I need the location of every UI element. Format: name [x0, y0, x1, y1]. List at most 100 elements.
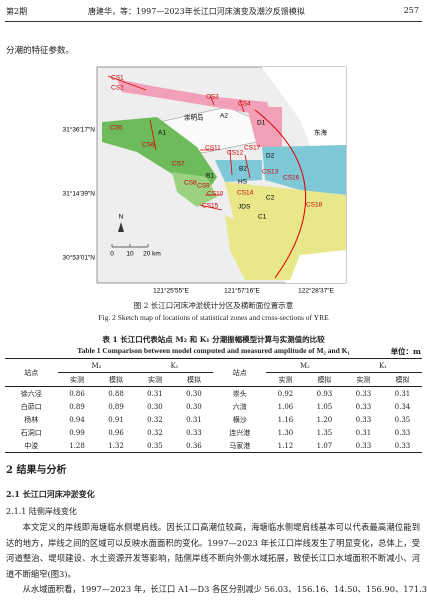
zone-d1	[247, 107, 282, 147]
section-title: 2 结果与分析	[6, 465, 67, 476]
zone-b1	[172, 172, 217, 207]
header-cell: 站点	[232, 368, 247, 377]
lon-label: 122°28′37″E	[298, 287, 334, 295]
table-row: 杨林 0.94 0.91 0.32 0.31 横沙 1.16 1.20 0.33 0.35	[5, 413, 422, 426]
table-cell: 1.05	[316, 402, 333, 411]
section-label: CS17	[244, 145, 261, 152]
north-label: N	[119, 214, 124, 221]
table-cell: 马家港	[229, 441, 251, 450]
zone-label: D1	[257, 120, 266, 127]
table-cell: 1.06	[277, 402, 294, 411]
section-label: CS2	[111, 85, 124, 92]
table-cell: 0.31	[394, 389, 411, 398]
table-cell: 六滧	[232, 402, 247, 411]
header-cell: 实测	[356, 375, 371, 384]
section-label: CS18	[306, 202, 323, 209]
lat-label: 31°14′39″N	[62, 190, 95, 198]
section-label: CS4	[238, 101, 251, 108]
table-cell: 0.86	[69, 389, 85, 398]
table-cell: 1.07	[316, 441, 333, 450]
table-cell: 0.31	[147, 389, 163, 398]
section-label: CS1	[111, 75, 124, 82]
issue: 第2期	[6, 7, 28, 16]
zone-label: C2	[266, 195, 275, 202]
section-label: CS8	[184, 180, 197, 187]
lat-label: 31°36′17″N	[62, 126, 95, 134]
table-cell: 中浚	[24, 441, 39, 450]
table-cell: 0.33	[355, 415, 372, 424]
zone-label: B1	[206, 173, 214, 180]
table-cell: 0.30	[186, 389, 202, 398]
table-cell: 0.33	[355, 402, 372, 411]
table-cell: 0.35	[394, 415, 411, 424]
table-cell: 0.30	[186, 402, 202, 411]
section-label: CS16	[283, 175, 300, 182]
subsection-title: 2.1 长江口河床冲淤变化	[6, 489, 95, 499]
table-cell: 连兴港	[229, 428, 251, 437]
zone-a2	[117, 79, 272, 117]
table-cell: 石洞口	[20, 428, 42, 437]
table-row: 中浚 1.28 1.32 0.35 0.36 马家港 1.12 1.07 0.33 0.33	[5, 439, 422, 453]
figure-caption: 图 2 长江口河床冲淤统计分区及横断面位置示意	[133, 301, 294, 310]
section-label: CS12	[227, 150, 244, 157]
header-cell: 站点	[24, 368, 39, 377]
section-label: CS11	[205, 145, 221, 152]
table-wrap: 站点 M₂ K₁ 站点 M₂ K₁ 实测 模拟 实测 模拟 实测 模拟 实测 模拟 徐六泾 0.86 0.88 0…	[5, 358, 422, 453]
table-cell: 横沙	[232, 415, 247, 424]
place-label: 崇明岛	[184, 113, 204, 122]
subsubsection-title: 2.1.1 陆侧岸线变化	[6, 507, 77, 516]
table-cell: 1.20	[316, 415, 333, 424]
table-cell: 1.12	[277, 441, 294, 450]
section-label: CS15	[202, 203, 219, 210]
zone-c1	[225, 215, 300, 280]
table-cell: 0.33	[355, 389, 372, 398]
table-cell: 1.28	[69, 441, 85, 450]
table-cell: 1.16	[277, 415, 294, 424]
table-cell: 0.89	[69, 402, 85, 411]
north-arrow	[118, 222, 124, 232]
table-cell: 徐六泾	[20, 389, 42, 398]
table-cell: 0.99	[69, 428, 85, 437]
intro-line: 分潮的特征参数。	[6, 46, 75, 56]
zone-label: D2	[266, 153, 275, 160]
table-cell: 0.30	[147, 402, 163, 411]
section-label: CS10	[207, 191, 224, 198]
table-cell: 0.33	[355, 441, 372, 450]
lon-label: 121°57′16″E	[224, 287, 260, 295]
scale-label: 20 km	[143, 251, 161, 258]
zone-label: A2	[220, 113, 228, 120]
table-cell: 0.92	[277, 389, 294, 398]
section-label: CS14	[237, 190, 254, 197]
zone-label: B2	[239, 166, 247, 173]
table-cell: 0.35	[147, 441, 163, 450]
table-cell: 0.32	[147, 415, 163, 424]
section-line	[107, 75, 147, 91]
table-cell: 0.88	[108, 389, 124, 398]
header-row: 站点 M₂ K₁ 站点 M₂ K₁	[5, 358, 422, 377]
header-cell: M₂	[265, 358, 344, 373]
lat-label: 30°53′01″N	[62, 254, 95, 262]
header-cell: 模拟	[395, 375, 410, 384]
section-line	[149, 94, 251, 211]
header-cell: 模拟	[108, 375, 123, 384]
scale-bar	[111, 244, 149, 248]
header-cell: 实测	[70, 375, 84, 384]
page-number: 257	[403, 6, 419, 15]
table-cell: 0.89	[108, 402, 124, 411]
zone-label: A1	[158, 130, 166, 137]
table-cell: 1.35	[316, 428, 333, 437]
zone-b2	[215, 160, 262, 182]
table-cell: 0.32	[147, 428, 163, 437]
table-cell: 白茆口	[20, 402, 42, 411]
table-cell: 0.31	[355, 428, 372, 437]
header-cell: 实测	[278, 375, 293, 384]
table-cell: 0.94	[69, 415, 85, 424]
scale-label: 0	[110, 251, 114, 258]
place-label: HS	[238, 179, 248, 186]
table-caption: 表 1 长江口代表站点 M₂ 和 K₁ 分潮振幅模型计算与实测值的比较	[102, 335, 325, 344]
zone-d2	[262, 145, 346, 195]
header-rule	[5, 21, 422, 22]
paragraph: 本文定义的岸线即海塘临水侧堤肩线。因长江口高潮位较高，海塘临水侧堤肩线基本可以代…	[6, 522, 420, 579]
table-cell: 1.32	[108, 441, 124, 450]
